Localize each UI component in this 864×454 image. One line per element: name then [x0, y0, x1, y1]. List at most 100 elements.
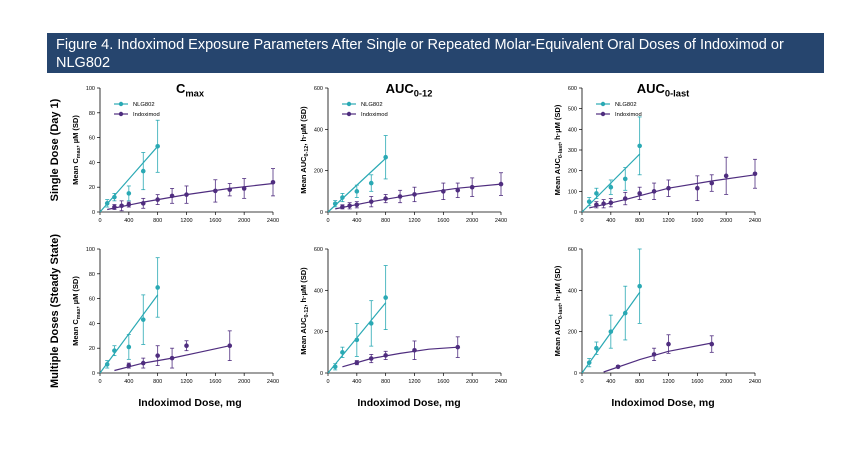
- data-point-indoximod: [709, 341, 715, 347]
- fit-line-indoximod: [335, 183, 502, 210]
- data-point-indoximod: [412, 347, 417, 353]
- legend-label: NLG802: [133, 102, 155, 108]
- data-point-indoximod: [155, 353, 160, 358]
- legend-marker: [118, 101, 124, 107]
- x-tick-label: 1600: [691, 218, 703, 224]
- legend-marker: [346, 111, 352, 117]
- data-point-indoximod: [412, 192, 417, 197]
- figure-title: Figure 4. Indoximod Exposure Parameters …: [47, 33, 824, 73]
- column-title-1: AUC0-12: [386, 81, 433, 99]
- panel-0: 0 400 800 1200 1600 2000 2400 0 20 40 60 80 100 NLG80…: [86, 86, 279, 224]
- data-point-nlg802: [340, 195, 345, 200]
- y-tick-label: 100: [86, 247, 95, 253]
- data-point-nlg802: [140, 317, 146, 322]
- y-tick-label: 0: [92, 371, 95, 377]
- data-point-nlg802: [368, 321, 374, 326]
- data-point-indoximod: [270, 179, 276, 185]
- x-tick-label: 0: [580, 379, 583, 385]
- data-point-indoximod: [340, 204, 345, 210]
- data-point-indoximod: [368, 356, 374, 361]
- x-tick-label: 0: [326, 218, 329, 224]
- data-point-indoximod: [213, 188, 218, 194]
- data-point-nlg802: [126, 191, 132, 196]
- y-tick-label: 400: [568, 288, 577, 294]
- data-point-indoximod: [140, 360, 146, 366]
- legend-label: NLG802: [615, 102, 637, 108]
- x-tick-label: 2000: [466, 379, 478, 385]
- data-point-indoximod: [637, 191, 642, 196]
- x-tick-label: 1600: [209, 379, 221, 385]
- legend-marker: [600, 101, 606, 107]
- x-tick-label: 2400: [495, 379, 507, 385]
- data-point-nlg802: [608, 184, 614, 190]
- y-tick-label: 100: [568, 189, 577, 195]
- data-point-indoximod: [184, 343, 189, 349]
- data-point-indoximod: [155, 197, 160, 202]
- y-tick-label: 400: [314, 288, 323, 294]
- x-tick-label: 1200: [662, 379, 674, 385]
- y-tick-label: 100: [86, 86, 95, 92]
- data-point-indoximod: [594, 202, 599, 208]
- x-tick-label: 2400: [267, 218, 279, 224]
- y-tick-label: 20: [89, 185, 95, 191]
- legend-marker: [600, 111, 606, 117]
- data-point-nlg802: [354, 337, 360, 343]
- data-point-indoximod: [601, 201, 606, 207]
- data-point-nlg802: [332, 201, 338, 207]
- data-point-nlg802: [594, 345, 599, 351]
- y-axis-label: Mean AUC0-12, h·µM (SD): [299, 106, 310, 194]
- x-tick-label: 800: [153, 379, 162, 385]
- x-tick-label: 2400: [267, 379, 279, 385]
- data-point-indoximod: [695, 185, 700, 191]
- data-point-indoximod: [354, 360, 360, 365]
- data-point-indoximod: [227, 343, 233, 349]
- data-point-nlg802: [594, 191, 599, 196]
- y-tick-label: 600: [314, 86, 323, 92]
- x-tick-label: 2000: [238, 379, 250, 385]
- data-point-nlg802: [140, 168, 146, 174]
- data-point-nlg802: [112, 194, 117, 200]
- data-point-indoximod: [498, 181, 504, 187]
- y-tick-label: 60: [89, 136, 95, 142]
- y-axis-label: Mean AUC0-12, h·µM (SD): [299, 267, 310, 355]
- y-tick-label: 600: [568, 247, 577, 253]
- y-tick-label: 0: [320, 210, 323, 216]
- fit-line-nlg802: [99, 294, 159, 374]
- x-tick-label: 800: [153, 218, 162, 224]
- data-point-indoximod: [666, 341, 671, 347]
- data-point-indoximod: [126, 202, 132, 207]
- x-tick-label: 1600: [437, 218, 449, 224]
- x-tick-label: 800: [381, 379, 390, 385]
- row-title-1: Multiple Doses (Steady State): [49, 234, 61, 388]
- x-tick-label: 0: [98, 379, 101, 385]
- column-title-0: Cmax: [176, 81, 205, 99]
- data-point-indoximod: [368, 199, 374, 204]
- panel-3: 0 400 800 1200 1600 2000 2400 0 20 40 60 80 100: [86, 247, 279, 385]
- data-point-nlg802: [383, 295, 388, 300]
- column-title-2: AUC0-last: [637, 81, 690, 99]
- y-tick-label: 200: [314, 330, 323, 336]
- x-tick-label: 800: [381, 218, 390, 224]
- data-point-nlg802: [104, 201, 110, 206]
- x-tick-label: 400: [606, 218, 615, 224]
- panel-2: 0 400 800 1200 1600 2000 2400 0 100 200 300 400 500 6…: [568, 86, 761, 224]
- y-tick-label: 400: [568, 127, 577, 133]
- data-point-nlg802: [354, 189, 360, 194]
- x-tick-label: 0: [326, 379, 329, 385]
- data-point-nlg802: [586, 360, 592, 365]
- legend-label: Indoximod: [615, 112, 642, 118]
- x-tick-label: 2400: [749, 379, 761, 385]
- data-point-indoximod: [469, 184, 475, 190]
- x-tick-label: 1600: [691, 379, 703, 385]
- legend-marker: [118, 111, 124, 117]
- x-tick-label: 800: [635, 379, 644, 385]
- x-axis-label-1: Indoximod Dose, mg: [357, 397, 460, 409]
- data-point-indoximod: [397, 194, 403, 199]
- x-tick-label: 2000: [720, 379, 732, 385]
- fit-line-indoximod: [107, 182, 274, 211]
- data-point-indoximod: [140, 201, 146, 206]
- data-point-nlg802: [155, 285, 160, 290]
- y-tick-label: 0: [574, 210, 577, 216]
- data-point-indoximod: [608, 200, 614, 205]
- data-point-nlg802: [112, 348, 117, 353]
